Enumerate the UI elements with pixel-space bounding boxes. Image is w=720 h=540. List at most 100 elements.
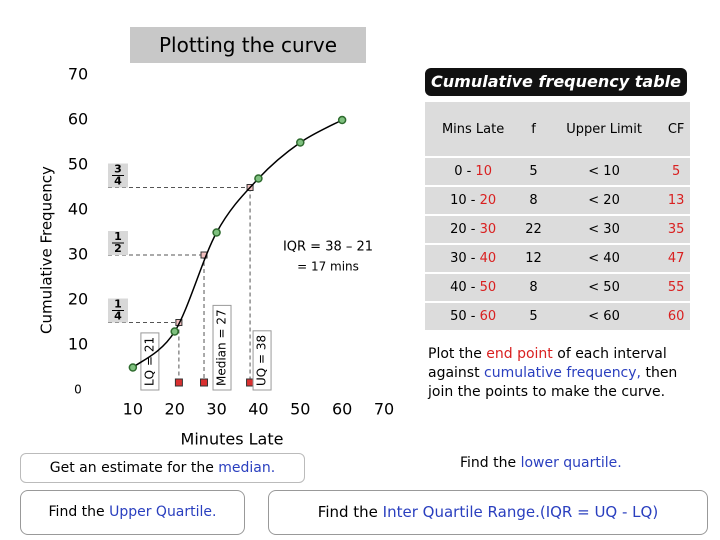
cell: 55 <box>662 274 690 301</box>
iqr-text: = 17 mins <box>297 260 359 274</box>
interval-start: 30 - <box>450 251 480 266</box>
text-segment: Find the <box>317 503 383 521</box>
y-tick-label: 10 <box>68 335 88 354</box>
y-tick-label: 60 <box>68 110 88 129</box>
data-point <box>212 228 221 237</box>
table-row: 0 - 10 5 < 10 5 <box>425 158 690 185</box>
text-segment: of each interval against <box>428 346 667 381</box>
cell: 30 - 40 <box>425 245 522 272</box>
cell: 35 <box>662 216 690 243</box>
y-tick-label: 40 <box>68 200 88 219</box>
quartile-marker <box>246 378 255 387</box>
text-segment: then join the points to make the curve. <box>428 365 678 400</box>
text-segment: Upper Quartile. <box>109 504 217 520</box>
interval-start: 20 - <box>450 222 480 237</box>
cell: 20 - 30 <box>425 216 522 243</box>
y-axis-label: Cumulative Frequency <box>38 166 56 334</box>
quartile-label-group: LQ = 21 <box>140 332 160 391</box>
interval-end: 30 <box>479 222 497 237</box>
cell: 13 <box>662 187 690 214</box>
table-header: Mins Late f Upper Limit CF <box>425 102 690 156</box>
cell: 8 <box>521 274 546 301</box>
column-header: CF <box>662 102 690 156</box>
y-tick-label: 20 <box>68 290 88 309</box>
interval-end: 20 <box>479 193 497 208</box>
quartile-label-box <box>252 330 272 391</box>
task: Get an estimate for the median. <box>20 453 305 483</box>
data-point <box>296 138 305 147</box>
interval-start: 10 - <box>450 193 480 208</box>
quartile-marker <box>174 378 183 387</box>
quartile-label: Median = 27 <box>215 309 229 386</box>
cell: 50 - 60 <box>425 303 522 330</box>
cell: 5 <box>662 158 690 185</box>
interval-start: 50 - <box>450 309 480 324</box>
fraction-num: 1 <box>114 230 122 243</box>
text-segment: Plot the <box>428 346 487 362</box>
cell: < 40 <box>545 245 663 272</box>
interval-start: 40 - <box>450 280 480 295</box>
fraction-num: 1 <box>114 298 122 311</box>
quartile-marker <box>200 378 209 387</box>
data-point <box>170 327 179 336</box>
table-row: 50 - 60 5 < 60 60 <box>425 303 690 330</box>
text-segment: Get an estimate for the <box>49 460 219 476</box>
x-axis-label: Minutes Late <box>181 430 284 449</box>
cell: 40 - 50 <box>425 274 522 301</box>
y-tick-label: 50 <box>68 155 88 174</box>
fraction-num: 3 <box>114 163 122 176</box>
interval-end: 60 <box>479 309 497 324</box>
fraction-den: 2 <box>114 242 122 255</box>
column-header: Upper Limit <box>545 102 663 156</box>
cell: < 30 <box>545 216 663 243</box>
iqr-box <box>275 236 383 274</box>
quartile-label-box <box>212 304 232 391</box>
column-header: Mins Late <box>425 102 522 156</box>
x-tick-label: 10 <box>123 400 143 419</box>
quartile-label-group: Median = 27 <box>212 304 232 391</box>
x-tick-label: 70 <box>374 400 394 419</box>
data-point <box>128 363 138 372</box>
task: Find the lower quartile. <box>460 455 670 471</box>
interval-end: 40 <box>479 251 497 266</box>
x-tick-label: 20 <box>165 400 185 419</box>
quartile-label-group: UQ = 38 <box>252 330 272 391</box>
table-row: 10 - 20 8 < 20 13 <box>425 187 690 214</box>
x-tick-label: 40 <box>248 400 268 419</box>
x-tick-label: 30 <box>206 400 226 419</box>
chart: 0 10 20 30 40 50 60 70 10 20 30 40 50 60 70 Minutes Lat… <box>38 65 395 449</box>
cell: < 10 <box>545 158 663 185</box>
y-tick-label: 30 <box>68 245 88 264</box>
cell: 5 <box>521 158 546 185</box>
text-segment: Find the <box>460 455 521 471</box>
table-row: 40 - 50 8 < 50 55 <box>425 274 690 301</box>
interval-end: 50 <box>479 280 497 295</box>
table-row: 20 - 30 22 < 30 35 <box>425 216 690 243</box>
text-segment: cumulative frequency, <box>484 365 641 381</box>
text-segment: Inter Quartile Range.(IQR = UQ - LQ) <box>382 503 659 521</box>
quartile-label: UQ = 38 <box>255 335 269 386</box>
table-title: Cumulative frequency table <box>425 68 687 96</box>
slide-title: Plotting the curve <box>130 27 366 63</box>
cell: 10 - 20 <box>425 187 522 214</box>
text-segment: Find the <box>48 504 110 520</box>
cell: 5 <box>521 303 546 330</box>
quartile-label: LQ = 21 <box>142 337 156 386</box>
iqr-text: IQR = 38 – 21 <box>283 240 373 255</box>
fraction-den: 4 <box>114 175 122 188</box>
task: Find the Upper Quartile. <box>20 490 245 535</box>
text-segment: lower quartile. <box>520 455 622 471</box>
cell: 60 <box>662 303 690 330</box>
text-segment: end point <box>486 346 553 362</box>
x-tick-label: 50 <box>290 400 310 419</box>
cell: < 60 <box>545 303 663 330</box>
cell: 12 <box>521 245 546 272</box>
cell: 22 <box>521 216 546 243</box>
cell: < 20 <box>545 187 663 214</box>
interval-start: 0 - <box>454 164 476 179</box>
column-header: f <box>521 102 546 156</box>
fraction-den: 4 <box>114 310 122 323</box>
data-point <box>254 174 263 183</box>
cf-table: Mins Late f Upper Limit CF 0 - 10 5 < 10 5 10 - … <box>425 100 690 332</box>
